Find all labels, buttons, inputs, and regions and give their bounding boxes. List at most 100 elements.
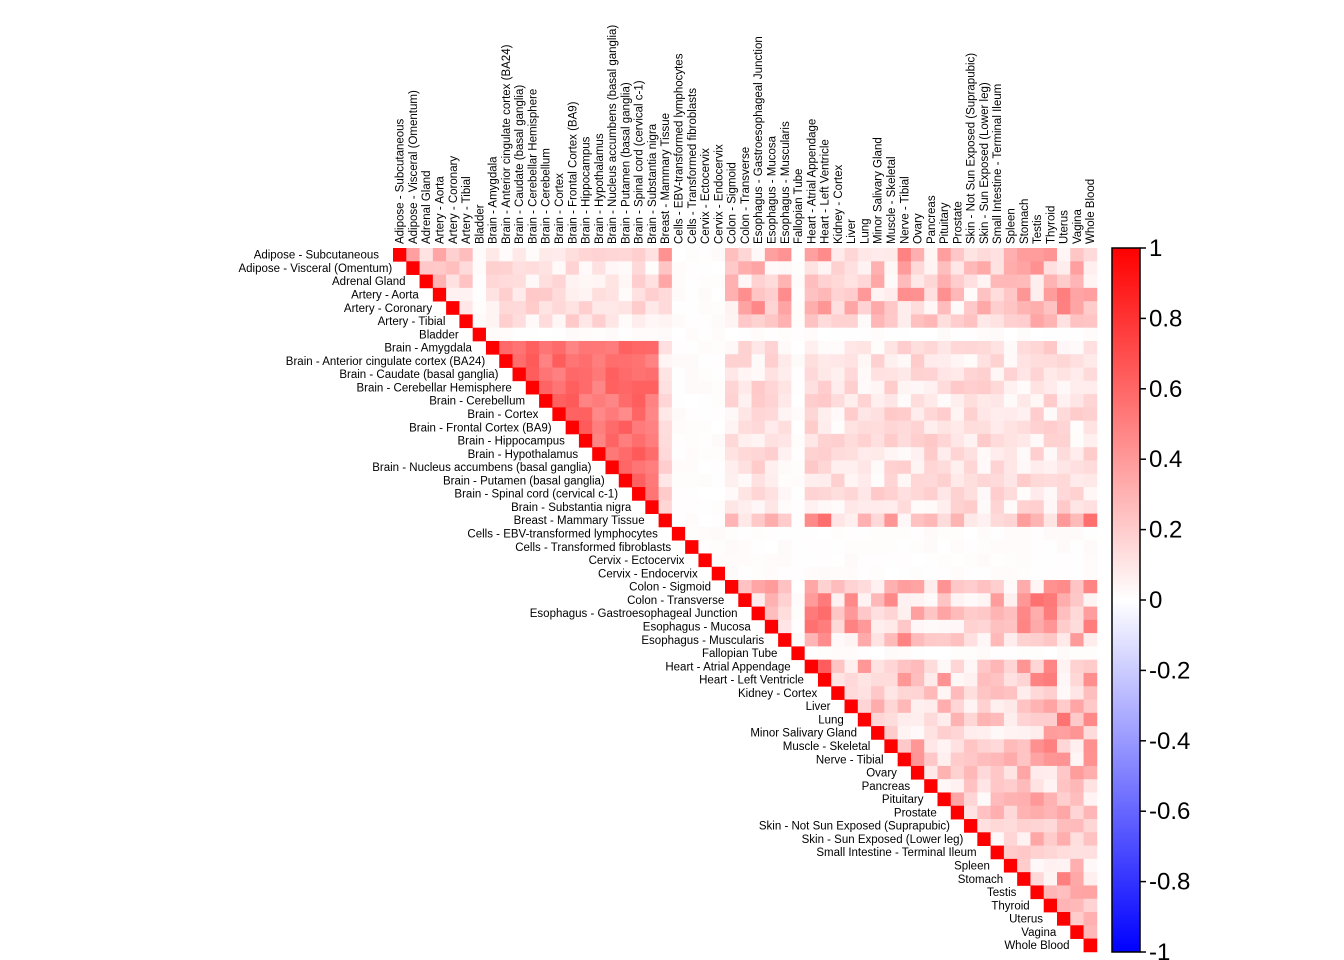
heatmap-cell-nerve-tibial--skin-sun-exposed-lower-leg [977,752,991,767]
heatmap-cell-pancreas--skin-sun-exposed-lower-leg [977,779,991,793]
column-label-cells-transformed-fibroblasts: Cells - Transformed fibroblasts [687,88,699,244]
heatmap-cell-adrenal-gland--artery-aorta [432,274,447,289]
heatmap-cell-brain-anterior-cingulate-cortex-ba24--muscle-skeletal [884,354,899,368]
heatmap-cell-brain-anterior-cingulate-cortex-ba24--brain-cerebellar-hemisphere [525,354,540,368]
heatmap-cell-bladder--thyroid [1043,327,1058,342]
heatmap-cell-thyroid--whole-blood [1083,898,1098,913]
heatmap-cell-muscle-skeletal--skin-sun-exposed-lower-leg [977,739,991,754]
heatmap-cell-brain-cerebellar-hemisphere--cells-transformed-fibroblasts [685,380,699,395]
heatmap-cell-esophagus-muscularis--skin-not-sun-exposed-suprapubic [964,633,978,647]
heatmap-cell-artery-tibial--breast-mammary-tissue [658,314,673,329]
heatmap-cell-brain-cerebellar-hemisphere--heart-left-ventricle [817,380,832,395]
heatmap-cell-heart-left-ventricle--vagina [1070,672,1084,687]
heatmap-cell-artery-tibial--liver [844,314,859,329]
heatmap-cell-esophagus-mucosa--heart-left-ventricle [817,619,832,634]
heatmap-cell-breast-mammary-tissue--cells-transformed-fibroblasts [685,513,699,528]
heatmap-cell-bladder--cervix-ectocervix [698,327,713,342]
heatmap-cell-cervix-ectocervix--minor-salivary-gland [871,553,885,568]
heatmap-cell-brain-substantia-nigra--fallopian-tube [791,500,806,514]
heatmap-cell-cells-ebv-transformed-lymphocytes--muscle-skeletal [884,526,899,541]
heatmap-cell-cervix-endocervix--esophagus-mucosa [764,566,779,581]
heatmap-cell-brain-amygdala--small-intestine-terminal-ileum [990,340,1005,355]
heatmap-cell-brain-anterior-cingulate-cortex-ba24--cervix-ectocervix [698,354,713,368]
heatmap-cell-adipose-subcutaneous--small-intestine-terminal-ileum [990,248,1005,262]
heatmap-cell-pancreas--prostate [950,779,965,793]
heatmap-cell-brain-amygdala--brain-anterior-cingulate-cortex-ba24 [499,340,513,355]
heatmap-cell-colon-sigmoid--testis [1030,580,1045,594]
row-label-spleen: Spleen [954,861,990,873]
heatmap-cell-adipose-subcutaneous--liver [844,248,859,262]
heatmap-cell-brain-nucleus-accumbens-basal-ganglia--esophagus-muscularis [778,460,792,475]
heatmap-cell-colon-sigmoid--pituitary [937,580,952,594]
heatmap-cell-brain-substantia-nigra--stomach [1017,500,1031,514]
column-label-pituitary: Pituitary [939,202,951,244]
heatmap-cell-adipose-visceral-omentum--adrenal-gland [419,261,434,275]
heatmap-cell-colon-transverse--fallopian-tube [791,593,806,607]
heatmap-cell-kidney-cortex--pituitary [937,686,952,700]
heatmap-cell-artery-coronary--brain-spinal-cord-cervical-c-1 [632,301,646,315]
heatmap-cell-heart-left-ventricle--small-intestine-terminal-ileum [990,672,1005,687]
heatmap-cell-heart-atrial-appendage--pituitary [937,659,952,674]
heatmap-cell-kidney-cortex--prostate [950,686,965,700]
heatmap-cell-brain-hypothalamus--stomach [1017,447,1031,461]
heatmap-cell-heart-atrial-appendage--skin-not-sun-exposed-suprapubic [964,659,978,674]
heatmap-cell-brain-putamen-basal-ganglia--skin-sun-exposed-lower-leg [977,473,991,488]
heatmap-cell-adipose-visceral-omentum--brain-frontal-cortex-ba9 [565,261,580,275]
heatmap-cell-brain-anterior-cingulate-cortex-ba24--whole-blood [1083,354,1098,368]
heatmap-cell-brain-hypothalamus--testis [1030,447,1045,461]
heatmap-cell-skin-sun-exposed-lower-leg--vagina [1070,832,1084,846]
heatmap-cell-brain-caudate-basal-ganglia--nerve-tibial [897,367,912,382]
heatmap-cell-adipose-subcutaneous--adipose-visceral-omentum [406,248,420,262]
heatmap-cell-brain-putamen-basal-ganglia--prostate [950,473,965,488]
heatmap-cell-brain-frontal-cortex-ba9--esophagus-mucosa [764,420,779,435]
heatmap-cell-cervix-ectocervix--testis [1030,553,1045,568]
heatmap-cell-brain-putamen-basal-ganglia--cells-ebv-transformed-lymphocytes [671,473,686,488]
row-label-fallopian-tube: Fallopian Tube [702,648,777,660]
heatmap-cell-fallopian-tube--heart-left-ventricle [817,646,832,661]
heatmap-cell-esophagus-gastroesophageal-junction--heart-atrial-appendage [804,606,819,621]
column-label-brain-hippocampus: Brain - Hippocampus [581,136,593,244]
row-label-artery-coronary: Artery - Coronary [344,303,432,315]
heatmap-cell-colon-transverse--heart-atrial-appendage [804,593,819,607]
heatmap-cell-nerve-tibial--vagina [1070,752,1084,767]
heatmap-cell-esophagus-mucosa--skin-not-sun-exposed-suprapubic [964,619,978,634]
heatmap-cell-stomach--vagina [1070,872,1084,886]
heatmap-cell-brain-substantia-nigra--vagina [1070,500,1084,514]
heatmap-cell-brain-spinal-cord-cervical-c-1--pancreas [924,487,938,501]
heatmap-cell-brain-anterior-cingulate-cortex-ba24--brain-nucleus-accumbens-basal-ganglia [605,354,620,368]
heatmap-cell-cervix-ectocervix--cervix-endocervix [711,553,726,568]
heatmap-cell-adipose-subcutaneous--skin-not-sun-exposed-suprapubic [964,248,978,262]
heatmap-cell-brain-cerebellum--brain-frontal-cortex-ba9 [565,394,580,408]
heatmap-cell-artery-coronary--brain-caudate-basal-ganglia [512,301,527,315]
heatmap-cell-artery-coronary--skin-sun-exposed-lower-leg [977,301,991,315]
heatmap-cell-artery-coronary--brain-substantia-nigra [645,301,659,315]
heatmap-cell-artery-tibial--stomach [1017,314,1031,329]
heatmap-cell-artery-tibial--heart-left-ventricle [817,314,832,329]
heatmap-cell-brain-substantia-nigra--muscle-skeletal [884,500,899,514]
heatmap-cell-fallopian-tube--testis [1030,646,1045,661]
heatmap-cell-brain-hippocampus--muscle-skeletal [884,433,899,448]
heatmap-cell-heart-left-ventricle--lung [857,672,872,687]
heatmap-cell-brain-cerebellum--colon-transverse [738,394,752,408]
heatmap-cell-liver--stomach [1017,699,1031,714]
heatmap-cell-esophagus-gastroesophageal-junction--skin-sun-exposed-lower-leg [977,606,991,621]
heatmap-cell-nerve-tibial--ovary [910,752,925,767]
heatmap-cell-brain-spinal-cord-cervical-c-1--esophagus-muscularis [778,487,792,501]
heatmap-cell-adipose-subcutaneous--cervix-ectocervix [698,248,713,262]
heatmap-cell-brain-cortex--brain-spinal-cord-cervical-c-1 [632,407,646,422]
heatmap-cell-brain-cerebellum--nerve-tibial [897,394,912,408]
heatmap-cell-breast-mammary-tissue--minor-salivary-gland [871,513,885,528]
heatmap-cell-cells-transformed-fibroblasts--fallopian-tube [791,540,806,554]
heatmap-cell-artery-aorta--kidney-cortex [831,287,845,302]
heatmap-cell-minor-salivary-gland--uterus [1057,726,1071,740]
heatmap-cell-spleen--whole-blood [1083,858,1098,873]
heatmap-cell-nerve-tibial--nerve-tibial [897,752,912,767]
heatmap-cell-brain-cerebellum--brain-hippocampus [578,394,593,408]
heatmap-cell-cervix-endocervix--colon-transverse [738,566,752,581]
heatmap-cell-brain-cerebellum--brain-hypothalamus [592,394,606,408]
heatmap-cell-artery-tibial--brain-nucleus-accumbens-basal-ganglia [605,314,620,329]
heatmap-cell-brain-spinal-cord-cervical-c-1--liver [844,487,859,501]
heatmap-cell-brain-spinal-cord-cervical-c-1--pituitary [937,487,952,501]
heatmap-cell-brain-hippocampus--esophagus-gastroesophageal-junction [751,433,766,448]
heatmap-cell-adipose-subcutaneous--cells-ebv-transformed-lymphocytes [671,248,686,262]
